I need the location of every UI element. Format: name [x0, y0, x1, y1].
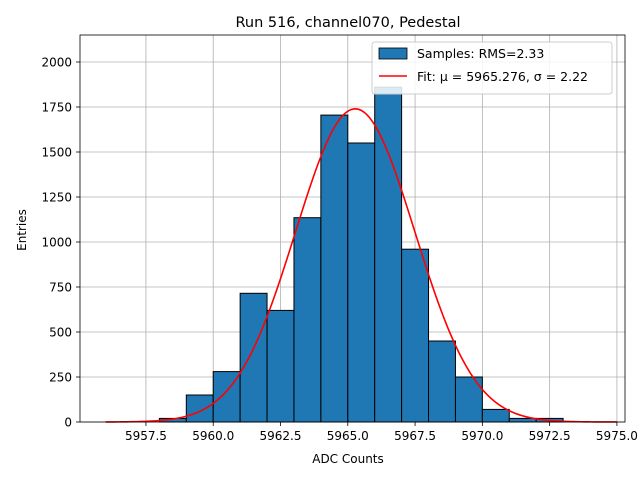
y-tick-label: 0 — [64, 416, 72, 430]
x-tick-label: 5965.0 — [327, 429, 369, 443]
x-tick-label: 5967.5 — [394, 429, 436, 443]
y-tick-label: 1250 — [41, 191, 72, 205]
y-axis-label: Entries — [15, 209, 29, 251]
legend-label-fit: Fit: μ = 5965.276, σ = 2.22 — [417, 69, 588, 84]
histogram-bar — [428, 340, 456, 423]
x-tick-label: 5960.0 — [192, 429, 234, 443]
histogram-bar — [481, 408, 510, 423]
histogram-bar — [508, 417, 537, 423]
x-tick-label: 5957.5 — [125, 429, 167, 443]
histogram-bar — [347, 142, 376, 423]
legend-box — [371, 41, 613, 95]
y-tick-label: 1000 — [41, 236, 72, 250]
legend-swatch-samples — [378, 47, 408, 60]
x-tick-label: 5970.0 — [461, 429, 503, 443]
histogram-bar — [293, 217, 322, 423]
plot-frame — [79, 34, 626, 423]
legend: Samples: RMS=2.33 Fit: μ = 5965.276, σ =… — [371, 41, 613, 95]
histogram-bars — [158, 86, 564, 423]
x-axis-label: ADC Counts — [312, 452, 384, 466]
x-tick-label: 5962.5 — [260, 429, 302, 443]
histogram-bar — [374, 86, 403, 423]
histogram-bar — [266, 309, 295, 423]
gaussian-fit-curve — [105, 108, 617, 423]
x-tick-label: 5975.0 — [596, 429, 638, 443]
y-tick-label: 1500 — [41, 146, 72, 160]
fit-curve-group — [105, 108, 617, 423]
y-axis-ticks: 0 250 500 750 1000 1250 1500 1750 2000 — [41, 56, 80, 430]
histogram-bar — [239, 292, 268, 423]
chart-title: Run 516, channel070, Pedestal — [235, 15, 460, 31]
y-tick-label: 500 — [49, 326, 72, 340]
histogram-bar — [320, 114, 349, 423]
histogram-bar — [185, 394, 214, 423]
y-tick-label: 2000 — [41, 56, 72, 70]
y-tick-label: 1750 — [41, 101, 72, 115]
x-axis-ticks: 5957.5 5960.0 5962.5 5965.0 5967.5 5970.0 5972… — [125, 422, 638, 443]
y-tick-label: 750 — [49, 281, 72, 295]
histogram-bar — [401, 248, 430, 423]
y-tick-label: 250 — [49, 371, 72, 385]
x-tick-label: 5972.5 — [529, 429, 571, 443]
legend-label-samples: Samples: RMS=2.33 — [417, 46, 544, 61]
